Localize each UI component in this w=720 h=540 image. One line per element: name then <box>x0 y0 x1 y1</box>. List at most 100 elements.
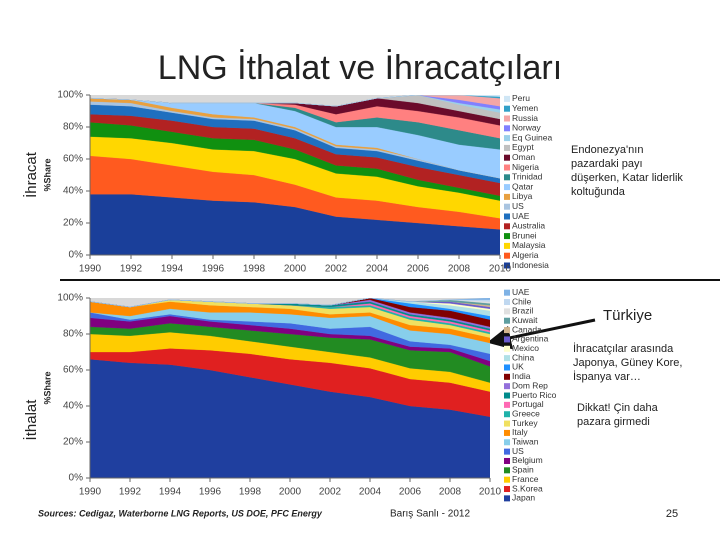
x-tick-label: 2002 <box>325 264 348 275</box>
legend-swatch <box>504 327 510 334</box>
legend-swatch <box>504 345 510 352</box>
legend-label: US <box>512 446 524 456</box>
legend-swatch <box>504 144 510 151</box>
x-tick-label: 1998 <box>239 487 262 498</box>
legend-swatch <box>504 252 510 259</box>
legend-swatch <box>504 336 510 343</box>
footer: Barış Sanlı - 2012 <box>390 509 470 520</box>
legend-swatch <box>504 467 510 474</box>
note: pazardaki payı <box>571 158 643 170</box>
legend-swatch <box>504 317 510 324</box>
legend-swatch <box>504 457 510 464</box>
note: koltuğunda <box>571 186 626 198</box>
legend-swatch <box>504 105 510 112</box>
export-label: İhracat <box>22 151 40 198</box>
x-tick-label: 1992 <box>119 487 142 498</box>
legend-label: Egypt <box>512 142 534 152</box>
plot <box>90 298 490 478</box>
x-tick-label: 1990 <box>79 264 102 275</box>
x-tick-label: 1996 <box>202 264 225 275</box>
y-tick-label: 80% <box>63 329 83 340</box>
x-tick-label: 2004 <box>359 487 382 498</box>
x-tick-label: 2008 <box>439 487 462 498</box>
legend-label: Norway <box>512 123 542 133</box>
slide-title: LNG İthalat ve İhracatçıları <box>158 49 562 87</box>
y-tick-label: 0% <box>69 250 84 261</box>
x-tick-label: 1992 <box>120 264 143 275</box>
x-tick-label: 2002 <box>319 487 342 498</box>
x-tick-label: 2008 <box>448 264 471 275</box>
legend-label: Libya <box>512 191 533 201</box>
legend-swatch <box>504 95 510 102</box>
legend-label: Portugal <box>512 399 544 409</box>
legend-label: Yemen <box>512 103 538 113</box>
note: pazara girmedi <box>577 416 650 428</box>
legend-label: Brunei <box>512 230 537 240</box>
y-tick-label: 0% <box>69 473 84 484</box>
legend-swatch <box>504 203 510 210</box>
legend-label: India <box>512 371 531 381</box>
legend-swatch <box>504 154 510 161</box>
legend-label: Turkey <box>512 418 538 428</box>
legend-label: S.Korea <box>512 483 543 493</box>
page-number: 25 <box>666 508 678 520</box>
plot <box>90 95 500 255</box>
legend-swatch <box>504 242 510 249</box>
legend-label: Eq Guinea <box>512 132 552 142</box>
legend-swatch <box>504 411 510 418</box>
x-tick-label: 1990 <box>79 487 102 498</box>
sources: Sources: Cedigaz, Waterborne LNG Reports… <box>38 508 323 518</box>
legend-swatch <box>504 401 510 408</box>
x-tick-label: 2004 <box>366 264 389 275</box>
legend-label: Mexico <box>512 343 539 353</box>
x-tick-label: 2010 <box>479 487 502 498</box>
y-tick-label: 100% <box>57 90 83 101</box>
legend-label: Argentina <box>512 334 549 344</box>
legend-swatch <box>504 135 510 142</box>
legend-label: UAE <box>512 287 530 297</box>
y-tick-label: 20% <box>63 437 83 448</box>
legend-label: Russia <box>512 113 538 123</box>
legend-label: Dom Rep <box>512 380 548 390</box>
legend-swatch <box>504 262 510 269</box>
note: İhracatçılar arasında <box>573 342 674 355</box>
area <box>90 95 500 107</box>
legend-swatch <box>504 125 510 132</box>
y-tick-label: 60% <box>63 154 83 165</box>
x-tick-label: 1998 <box>243 264 266 275</box>
legend-swatch <box>504 486 510 493</box>
note: Dikkat! Çin daha <box>577 402 659 414</box>
legend-label: Italy <box>512 427 528 437</box>
legend-swatch <box>504 439 510 446</box>
legend-label: Brazil <box>512 306 533 316</box>
y-tick-label: 40% <box>63 401 83 412</box>
legend-label: Chile <box>512 296 532 306</box>
legend-label: China <box>512 352 534 362</box>
legend-swatch <box>504 289 510 296</box>
legend-swatch <box>504 164 510 171</box>
legend-label: France <box>512 474 539 484</box>
legend-label: Indonesia <box>512 260 549 270</box>
note: İspanya var… <box>573 370 641 383</box>
x-tick-label: 2000 <box>279 487 302 498</box>
x-tick-label: 1994 <box>159 487 182 498</box>
note: Endonezya'nın <box>571 144 643 156</box>
x-tick-label: 2006 <box>399 487 422 498</box>
legend-swatch <box>504 193 510 200</box>
legend-label: Qatar <box>512 181 533 191</box>
x-tick-label: 2006 <box>407 264 430 275</box>
area <box>90 298 490 308</box>
legend-swatch <box>504 308 510 315</box>
x-tick-label: 1994 <box>161 264 184 275</box>
legend-label: Canada <box>512 324 542 334</box>
x-tick-label: 2000 <box>284 264 307 275</box>
legend-swatch <box>504 495 510 502</box>
legend-label: Taiwan <box>512 437 539 447</box>
legend-label: Algeria <box>512 250 539 260</box>
x-tick-label: 1996 <box>199 487 222 498</box>
import-label: İthalat <box>22 399 40 441</box>
legend-label: Nigeria <box>512 162 539 172</box>
y-tick-label: 100% <box>57 293 83 304</box>
legend-swatch <box>504 184 510 191</box>
